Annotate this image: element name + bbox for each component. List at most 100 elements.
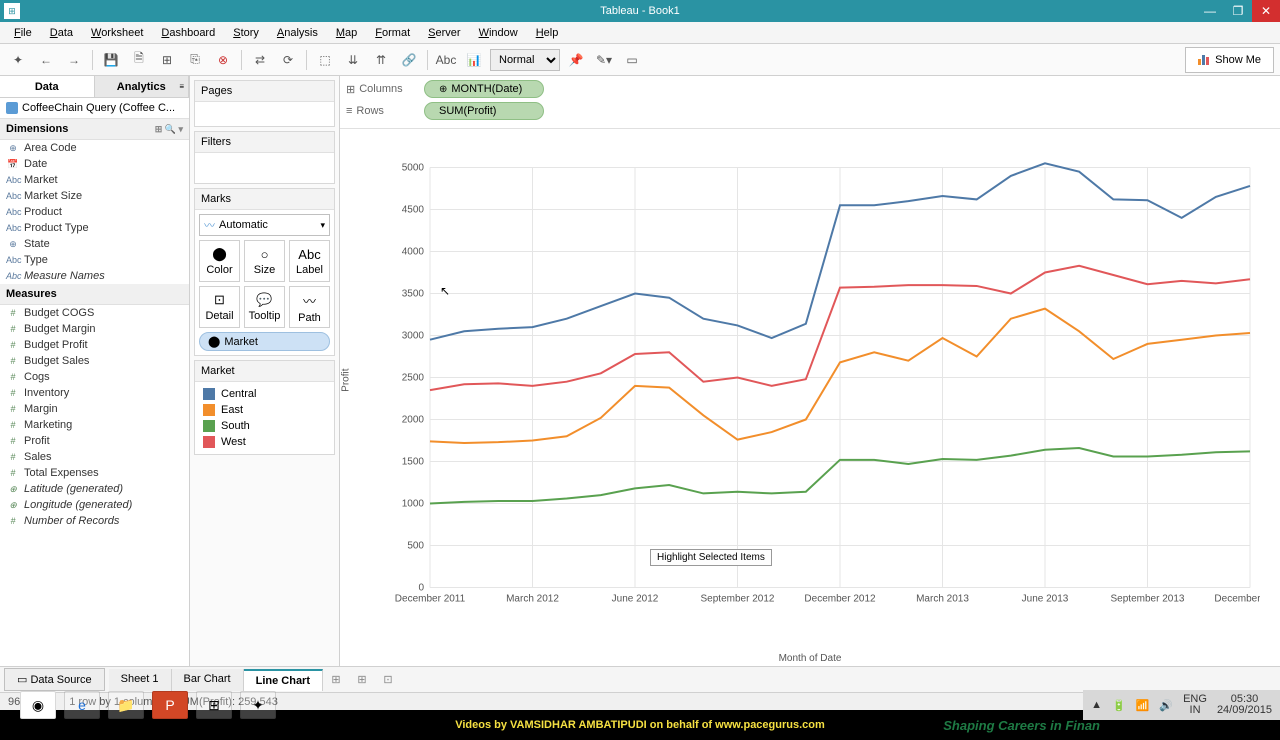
menu-worksheet[interactable]: Worksheet bbox=[83, 25, 151, 41]
tray-up-icon[interactable]: ▲ bbox=[1091, 699, 1102, 711]
rows-pill[interactable]: SUM(Profit) bbox=[424, 102, 544, 120]
new-sheet-button[interactable]: ⊞ bbox=[323, 673, 349, 686]
chrome-icon[interactable]: ◉ bbox=[20, 691, 56, 719]
field-total-expenses[interactable]: #Total Expenses bbox=[0, 465, 189, 481]
svg-text:December 2013: December 2013 bbox=[1214, 594, 1260, 605]
field-state[interactable]: ⊕State bbox=[0, 236, 189, 252]
new-data-button[interactable]: 🗎 bbox=[127, 48, 151, 72]
mark-tooltip-button[interactable]: 💬Tooltip bbox=[244, 286, 285, 328]
mark-color-button[interactable]: ⬤Color bbox=[199, 240, 240, 282]
data-source-tab[interactable]: ▭ Data Source bbox=[4, 668, 105, 691]
mark-size-button[interactable]: ○Size bbox=[244, 240, 285, 282]
color-icon: ⬤ bbox=[208, 335, 220, 348]
field-marketing[interactable]: #Marketing bbox=[0, 417, 189, 433]
menu-help[interactable]: Help bbox=[528, 25, 567, 41]
clock[interactable]: 05:3024/09/2015 bbox=[1217, 694, 1272, 716]
field-budget-profit[interactable]: #Budget Profit bbox=[0, 337, 189, 353]
measures-header: Measures bbox=[0, 284, 189, 305]
explorer-icon[interactable]: 📁 bbox=[108, 691, 144, 719]
field-product[interactable]: AbcProduct bbox=[0, 204, 189, 220]
field-budget-margin[interactable]: #Budget Margin bbox=[0, 321, 189, 337]
mark-label-button[interactable]: AbcLabel bbox=[289, 240, 330, 282]
svg-text:2500: 2500 bbox=[402, 373, 425, 384]
powerpoint-icon[interactable]: P bbox=[152, 691, 188, 719]
menu-analysis[interactable]: Analysis bbox=[269, 25, 326, 41]
ie-icon[interactable]: e bbox=[64, 691, 100, 719]
fit-select[interactable]: Normal bbox=[490, 49, 560, 71]
app5-icon[interactable]: ⊞ bbox=[196, 691, 232, 719]
tableau-task-icon[interactable]: ✦ bbox=[240, 691, 276, 719]
sheet-tab-line-chart[interactable]: Line Chart bbox=[244, 669, 323, 691]
menu-story[interactable]: Story bbox=[225, 25, 267, 41]
field-area-code[interactable]: ⊕Area Code bbox=[0, 140, 189, 156]
field-margin[interactable]: #Margin bbox=[0, 401, 189, 417]
legend-south[interactable]: South bbox=[199, 418, 330, 434]
new-story-button[interactable]: ⊡ bbox=[375, 673, 401, 686]
highlight-button[interactable]: ✎▾ bbox=[592, 48, 616, 72]
swap-button[interactable]: ⇄ bbox=[248, 48, 272, 72]
tab-data[interactable]: Data bbox=[0, 76, 95, 97]
columns-pill[interactable]: ⊕ MONTH(Date) bbox=[424, 80, 544, 98]
field-sales[interactable]: #Sales bbox=[0, 449, 189, 465]
back-button[interactable]: ← bbox=[34, 48, 58, 72]
group-button[interactable]: ⇈ bbox=[369, 48, 393, 72]
field-budget-sales[interactable]: #Budget Sales bbox=[0, 353, 189, 369]
sort-desc-button[interactable]: ⇊ bbox=[341, 48, 365, 72]
menu-server[interactable]: Server bbox=[420, 25, 468, 41]
field-market[interactable]: AbcMarket bbox=[0, 172, 189, 188]
field-type[interactable]: AbcType bbox=[0, 252, 189, 268]
data-source[interactable]: CoffeeChain Query (Coffee C... bbox=[0, 98, 189, 119]
legend-central[interactable]: Central bbox=[199, 386, 330, 402]
menu-map[interactable]: Map bbox=[328, 25, 365, 41]
sort-asc-button[interactable]: ⬚ bbox=[313, 48, 337, 72]
sheet-tab-sheet-1[interactable]: Sheet 1 bbox=[109, 669, 172, 691]
lang-indicator[interactable]: ENG IN bbox=[1183, 694, 1207, 716]
field-budget-cogs[interactable]: #Budget COGS bbox=[0, 305, 189, 321]
field-profit[interactable]: #Profit bbox=[0, 433, 189, 449]
legend-west[interactable]: West bbox=[199, 434, 330, 450]
field-longitude-(generated)[interactable]: ⊕Longitude (generated) bbox=[0, 497, 189, 513]
totals-button[interactable]: 🔗 bbox=[397, 48, 421, 72]
presentation-button[interactable]: ▭ bbox=[620, 48, 644, 72]
new-worksheet-button[interactable]: ⊞ bbox=[155, 48, 179, 72]
tab-analytics[interactable]: Analytics≡ bbox=[95, 76, 190, 97]
volume-icon[interactable]: 🔊 bbox=[1159, 699, 1173, 712]
field-inventory[interactable]: #Inventory bbox=[0, 385, 189, 401]
mark-path-button[interactable]: 〰Path bbox=[289, 286, 330, 328]
new-dashboard-button[interactable]: ⊞ bbox=[349, 673, 375, 686]
menu-format[interactable]: Format bbox=[367, 25, 418, 41]
menu-file[interactable]: File bbox=[6, 25, 40, 41]
field-measure-names[interactable]: AbcMeasure Names bbox=[0, 268, 189, 284]
color-pill-market[interactable]: ⬤ Market bbox=[199, 332, 330, 351]
minimize-button[interactable]: — bbox=[1196, 0, 1224, 22]
forward-button[interactable]: → bbox=[62, 48, 86, 72]
pin-button[interactable]: 📌 bbox=[564, 48, 588, 72]
menu-dashboard[interactable]: Dashboard bbox=[153, 25, 223, 41]
battery-icon[interactable]: 🔋 bbox=[1112, 699, 1126, 712]
system-tray: ▲ 🔋 📶 🔊 ENG IN 05:3024/09/2015 bbox=[1083, 690, 1280, 720]
duplicate-button[interactable]: ⎘ bbox=[183, 48, 207, 72]
refresh-button[interactable]: ⟳ bbox=[276, 48, 300, 72]
label-toggle-button[interactable]: Abc bbox=[434, 48, 458, 72]
menu-data[interactable]: Data bbox=[42, 25, 81, 41]
marks-type-select[interactable]: 〰 Automatic bbox=[199, 214, 330, 236]
clear-button[interactable]: ⊗ bbox=[211, 48, 235, 72]
menu-window[interactable]: Window bbox=[471, 25, 526, 41]
field-date[interactable]: 📅Date bbox=[0, 156, 189, 172]
maximize-button[interactable]: ❐ bbox=[1224, 0, 1252, 22]
show-me-button[interactable]: Show Me bbox=[1185, 47, 1274, 73]
field-number-of-records[interactable]: #Number of Records bbox=[0, 513, 189, 529]
view-type-button[interactable]: 📊 bbox=[462, 48, 486, 72]
close-button[interactable]: ✕ bbox=[1252, 0, 1280, 22]
field-cogs[interactable]: #Cogs bbox=[0, 369, 189, 385]
sheet-tab-bar-chart[interactable]: Bar Chart bbox=[172, 669, 244, 691]
mark-detail-button[interactable]: ⊡Detail bbox=[199, 286, 240, 328]
field-product-type[interactable]: AbcProduct Type bbox=[0, 220, 189, 236]
chart-area[interactable]: Profit 050010001500200025003000350040004… bbox=[340, 129, 1280, 666]
save-button[interactable]: 💾 bbox=[99, 48, 123, 72]
legend-east[interactable]: East bbox=[199, 402, 330, 418]
tableau-icon[interactable]: ✦ bbox=[6, 48, 30, 72]
network-icon[interactable]: 📶 bbox=[1136, 699, 1150, 712]
field-market-size[interactable]: AbcMarket Size bbox=[0, 188, 189, 204]
field-latitude-(generated)[interactable]: ⊕Latitude (generated) bbox=[0, 481, 189, 497]
